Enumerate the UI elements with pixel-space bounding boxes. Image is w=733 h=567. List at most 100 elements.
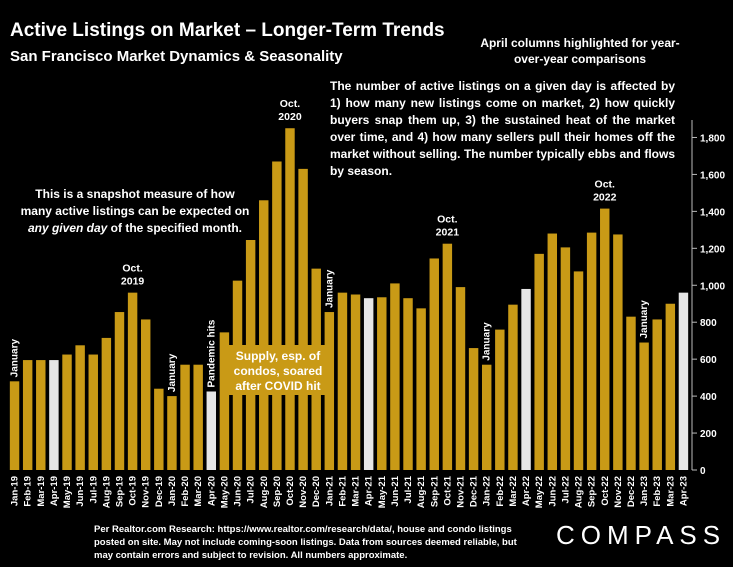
x-tick-aug-22: Aug-22 [574,476,585,508]
bar-sep-21 [429,258,439,470]
bar-feb-20 [180,364,190,470]
x-tick-may-19: May-19 [62,476,73,508]
x-tick-apr-23: Apr-23 [678,476,689,506]
x-tick-nov-20: Nov-20 [298,476,309,508]
y-tick-label: 600 [700,355,717,366]
y-tick-label: 1,800 [700,133,725,144]
x-tick-oct-22: Oct-22 [600,476,611,506]
snapshot-note: This is a snapshot measure of how many a… [20,186,250,237]
y-tick-label: 400 [700,392,717,403]
bar-jan-19 [9,381,20,470]
y-tick-label: 0 [700,466,706,477]
x-tick-mar-23: Mar-23 [665,476,676,507]
x-tick-aug-19: Aug-19 [101,476,112,508]
supply-callout: Supply, esp. of condos, soared after COV… [228,345,328,395]
bar-apr-20 [206,391,217,470]
x-tick-mar-20: Mar-20 [193,476,204,507]
chart-subtitle: San Francisco Market Dynamics & Seasonal… [10,48,343,65]
x-tick-feb-21: Feb-21 [337,475,348,506]
bar-dec-22 [626,316,636,470]
bar-jan-20 [167,396,177,470]
bar-jun-19 [75,345,85,470]
bar-jul-22 [560,247,571,470]
bar-apr-21 [363,298,374,470]
x-tick-jan-21: Jan-21 [324,475,335,506]
y-tick-label: 1,000 [700,281,725,292]
x-tick-aug-21: Aug-21 [416,475,427,508]
bar-mar-19 [36,360,46,470]
x-tick-feb-22: Feb-22 [495,476,506,507]
x-tick-sep-21: Sep-21 [429,475,440,507]
bar-apr-23 [678,292,689,470]
bar-oct-20 [285,128,295,470]
bar-feb-23 [652,319,662,470]
x-tick-may-20: May-20 [219,476,230,508]
bar-jun-22 [547,233,558,470]
bar-may-21 [377,297,387,470]
bar-apr-22 [521,288,531,470]
y-tick-label: 1,200 [700,244,725,255]
bar-sep-22 [586,232,597,470]
bar-oct-21 [442,243,453,470]
x-tick-sep-19: Sep-19 [114,476,125,507]
bar-sep-20 [272,161,282,470]
bar-annotations: January January Pandemic hits January Januar… [10,98,651,392]
y-tick-label: 800 [700,318,717,329]
bar-mar-20 [193,364,203,470]
x-tick-mar-19: Mar-19 [36,476,47,507]
bar-aug-21 [416,308,426,470]
annotation-jan-22: January [482,322,493,361]
bar-aug-22 [573,271,584,470]
y-tick-label: 1,600 [700,170,725,181]
x-tick-jun-19: Jun-19 [75,476,86,507]
annotation-oct-19-line: Oct. [122,263,143,275]
bar-nov-19 [140,319,151,470]
bar-oct-22 [600,208,610,471]
y-tick-label: 200 [700,429,717,440]
explanation-text: The number of active listings on a given… [330,79,675,178]
x-tick-sep-22: Sep-22 [587,476,598,507]
annotation-jan-20: January [167,353,178,392]
compass-logo: COMPASS [556,520,727,550]
annotation-apr-20: Pandemic hits [206,319,217,387]
x-tick-dec-21: Dec-21 [469,475,480,507]
annotation-oct-20-line: 2020 [278,111,302,123]
x-tick-labels: Jan-19 Feb-19 Mar-19 Apr-19 May-19 Jun-19 Jul-… [10,475,690,508]
x-tick-apr-21: Apr-21 [364,475,375,506]
x-tick-jan-20: Jan-20 [167,476,178,506]
bar-dec-21 [468,348,479,470]
bar-oct-19 [127,292,138,470]
annotation-oct-19-line: 2019 [121,276,145,288]
source-footer: Per Realtor.com Research: https://www.re… [94,524,517,561]
x-tick-nov-19: Nov-19 [141,476,152,508]
x-tick-aug-20: Aug-20 [259,476,270,508]
x-tick-oct-20: Oct-20 [285,476,296,506]
x-tick-mar-22: Mar-22 [508,476,519,507]
snapshot-note-after: of the specified month. [107,221,243,235]
x-tick-jul-21: Jul-21 [403,475,414,503]
bar-nov-21 [455,287,466,470]
x-tick-dec-20: Dec-20 [311,476,322,507]
x-tick-feb-20: Feb-20 [180,476,191,507]
snapshot-note-emphasis: any given day [27,221,108,235]
x-tick-oct-21: Oct-21 [442,475,453,505]
x-tick-feb-19: Feb-19 [23,476,34,507]
x-tick-nov-21: Nov-21 [455,475,466,507]
bar-apr-19 [49,360,59,470]
x-tick-apr-22: Apr-22 [521,476,532,506]
bar-mar-21 [350,294,361,470]
x-tick-nov-22: Nov-22 [613,476,624,508]
annotation-oct-22-line: 2022 [593,192,617,204]
x-tick-jul-20: Jul-20 [246,476,257,503]
bars-group [9,128,689,471]
bar-jan-21 [324,312,335,470]
x-tick-feb-23: Feb-23 [652,476,663,507]
bar-jan-23 [639,342,649,470]
bar-may-19 [62,354,72,470]
annotation-jan-23: January [639,300,650,339]
bar-nov-22 [613,234,623,470]
bar-feb-22 [495,329,505,470]
x-tick-oct-19: Oct-19 [128,476,139,506]
y-tick-label: 1,400 [700,207,725,218]
bar-jul-19 [88,354,98,470]
